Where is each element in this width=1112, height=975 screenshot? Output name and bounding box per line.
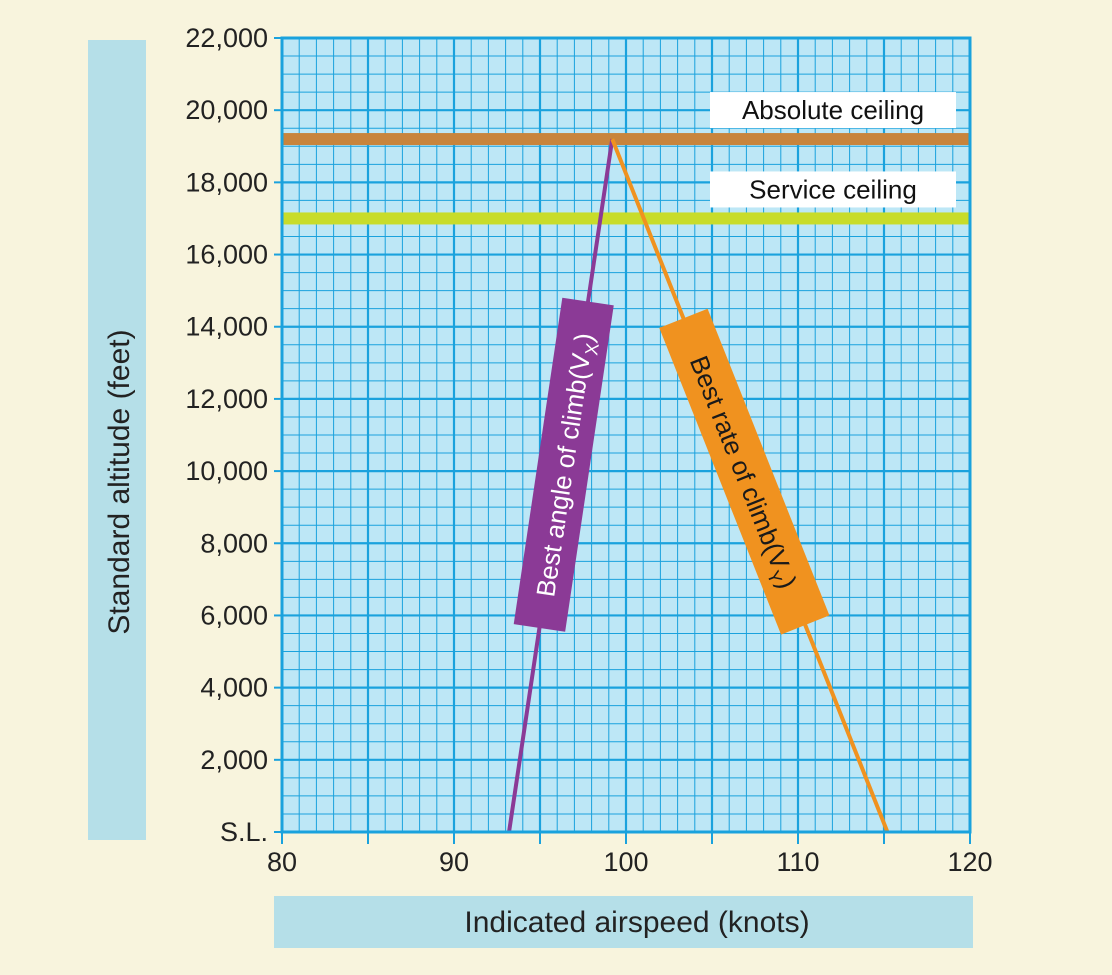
reference-lines: Absolute ceiling Service ceiling xyxy=(282,92,970,225)
x-label-band xyxy=(274,896,973,948)
tick-labels: S.L. 2,000 4,000 6,000 8,000 10,000 12,000 14,0… xyxy=(185,23,992,877)
plot-frame xyxy=(274,36,972,844)
y-tick-label: 10,000 xyxy=(185,456,268,486)
x-tick-label: 90 xyxy=(439,847,469,877)
y-tick-label: 12,000 xyxy=(185,384,268,414)
y-tick-label: 20,000 xyxy=(185,95,268,125)
y-tick-label: 6,000 xyxy=(200,600,268,630)
y-tick-label: 2,000 xyxy=(200,745,268,775)
ceiling-label: Service ceiling xyxy=(749,174,917,204)
grid xyxy=(280,36,972,834)
y-tick-label: 8,000 xyxy=(200,528,268,558)
ceiling-line xyxy=(282,133,970,146)
y-tick-label: 14,000 xyxy=(185,312,268,342)
ceiling-line xyxy=(282,212,970,225)
ceiling-label-box xyxy=(710,171,956,208)
x-axis-label: Indicated airspeed (knots) xyxy=(464,906,809,939)
ceiling-label: Absolute ceiling xyxy=(742,95,924,125)
y-tick-label: S.L. xyxy=(220,817,268,847)
x-tick-label: 80 xyxy=(267,847,297,877)
series-label-box xyxy=(513,297,614,632)
x-tick-label: 110 xyxy=(776,847,819,877)
y-label-band xyxy=(88,40,146,840)
x-tick-label: 100 xyxy=(603,847,648,877)
y-axis-label: Standard altitude (feet) xyxy=(103,329,136,634)
y-tick-label: 16,000 xyxy=(185,240,268,270)
y-tick-label: 18,000 xyxy=(185,167,268,197)
ceiling-label-box xyxy=(710,92,956,129)
series-label-box xyxy=(659,308,830,635)
y-tick-label: 4,000 xyxy=(200,673,268,703)
y-tick-label: 22,000 xyxy=(185,23,268,53)
x-tick-label: 120 xyxy=(947,847,992,877)
